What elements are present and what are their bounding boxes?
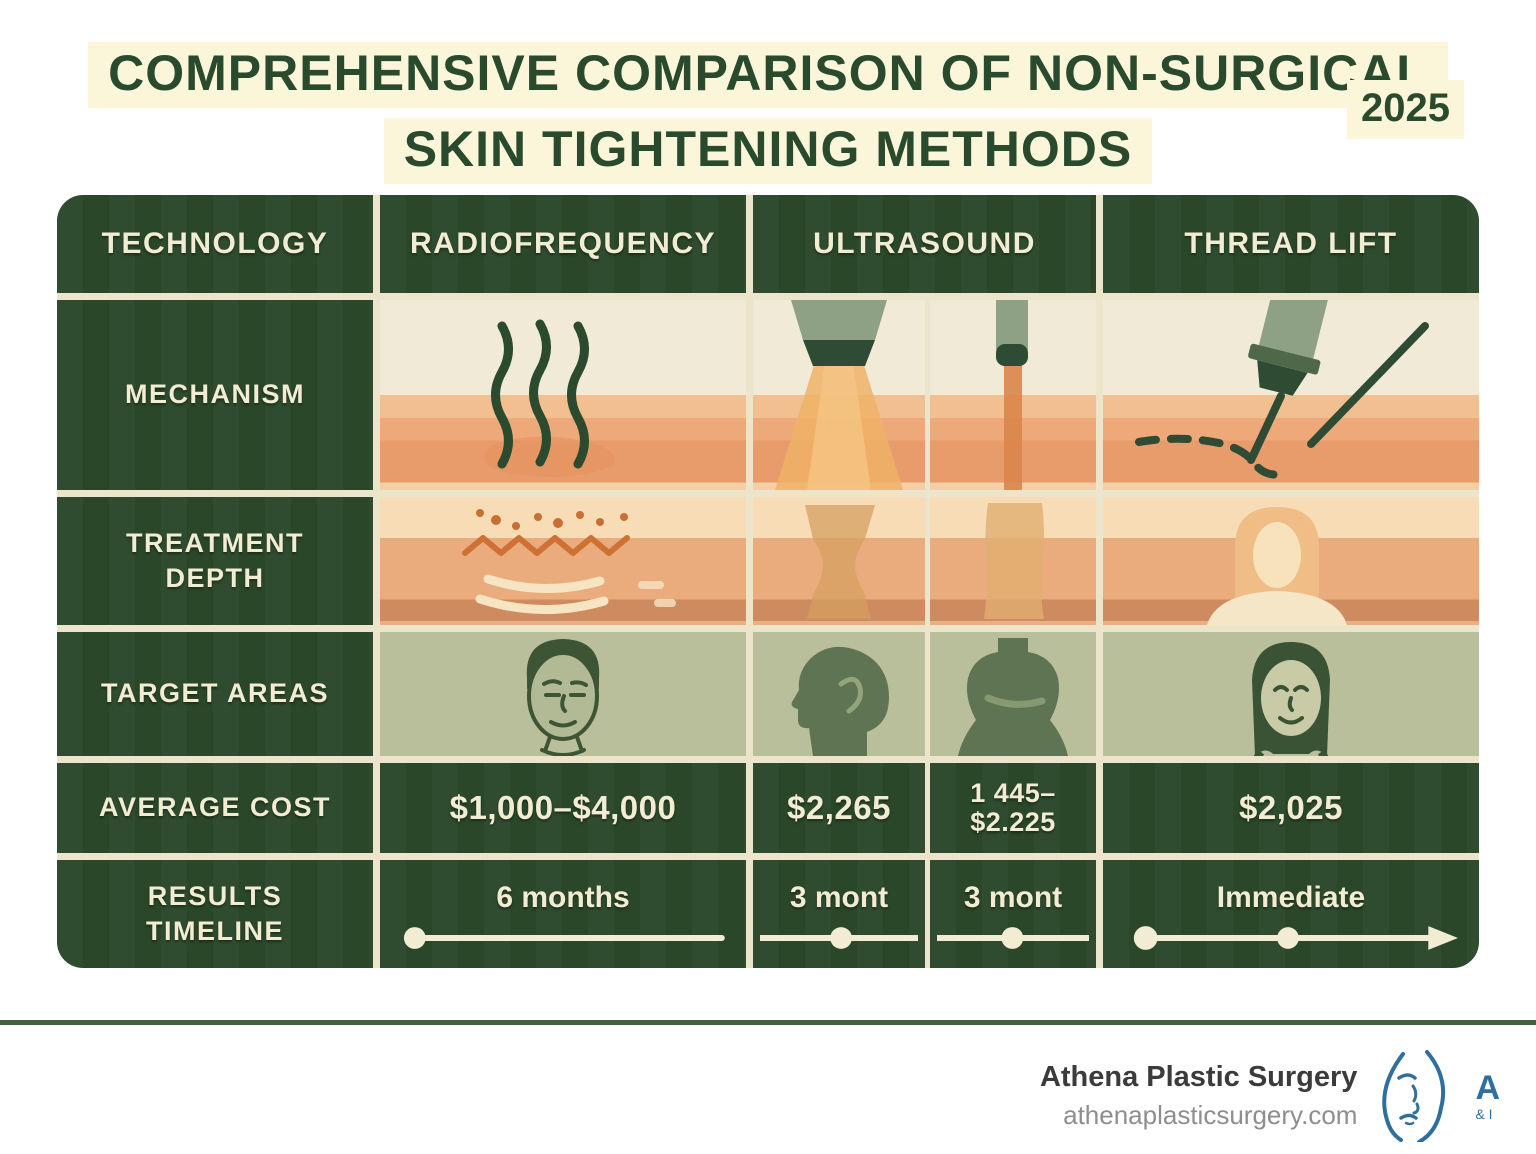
brand-website: athenaplasticsurgery.com	[1063, 1100, 1358, 1130]
target-thread-lift-cell	[1103, 632, 1479, 756]
cost-ultrasound-focused: $2,265	[753, 763, 925, 853]
header-technology: TECHNOLOGY	[57, 195, 373, 293]
cost-ultrasound-deep-line2: $2.225	[970, 807, 1056, 837]
target-ultrasound-body-cell	[930, 632, 1096, 756]
deep-depth-column-icon	[984, 503, 1044, 619]
row-label-results-timeline: RESULTS TIMELINE	[57, 860, 373, 968]
timeline-mid-dot-line-icon	[936, 927, 1090, 949]
header-ultrasound: ULTRASOUND	[753, 195, 1096, 293]
timeline-start-dot-line-icon	[403, 927, 725, 949]
page-title-line-2: SKIN TIGHTENING METHODS	[383, 118, 1153, 184]
torso-icon	[958, 638, 1068, 756]
timeline-arrow-line-icon	[1133, 926, 1459, 950]
row-label-treatment-depth: TREATMENT DEPTH	[57, 497, 373, 625]
title-year-badge: 2025	[1347, 80, 1464, 139]
row-label-target-areas: TARGET AREAS	[57, 632, 373, 756]
timeline-ultrasound-focused: 3 mont	[753, 860, 925, 968]
depth-ultrasound-focused-cell	[753, 497, 925, 625]
subdermal-figure-icon	[1207, 507, 1347, 625]
depth-radiofrequency-cell	[380, 497, 746, 625]
brand-name: Athena Plastic Surgery	[1039, 1061, 1358, 1093]
header-radiofrequency: RADIOFREQUENCY	[380, 195, 746, 293]
ultrasound-probe-beam-icon	[996, 300, 1028, 490]
mechanism-ultrasound-deep-cell	[930, 300, 1096, 490]
ultrasound-transducer-cone-icon	[775, 300, 903, 490]
row-label-average-cost: AVERAGE COST	[57, 763, 373, 853]
header-thread-lift: THREAD LIFT	[1103, 195, 1479, 293]
energy-waves-icon	[484, 319, 615, 477]
mechanism-ultrasound-focused-cell	[753, 300, 925, 490]
timeline-ultrasound-focused-label: 3 mont	[789, 881, 889, 914]
comparison-table: TECHNOLOGY RADIOFREQUENCY ULTRASOUND THR…	[57, 195, 1479, 968]
head-profile-icon	[791, 646, 889, 756]
focused-depth-column-icon	[805, 505, 875, 619]
timeline-thread-lift: Immediate	[1103, 860, 1479, 968]
cost-ultrasound-deep-line1: 1 445–	[970, 777, 1056, 808]
timeline-thread-lift-label: Immediate	[1216, 881, 1366, 914]
cost-radiofrequency: $1,000–$4,000	[380, 763, 746, 853]
page-title-line-1: COMPREHENSIVE COMPARISON OF NON-SURGICAL	[88, 42, 1448, 108]
depth-ultrasound-deep-cell	[930, 497, 1096, 625]
timeline-radiofrequency-label: 6 months	[496, 881, 630, 914]
cost-thread-lift: $2,025	[1103, 763, 1479, 853]
title-block: COMPREHENSIVE COMPARISON OF NON-SURGICAL…	[0, 42, 1536, 184]
timeline-ultrasound-deep: 3 mont	[930, 860, 1096, 968]
mechanism-thread-lift-cell	[1103, 300, 1479, 490]
cost-ultrasound-deep: 1 445– $2.225	[930, 763, 1096, 853]
depth-thread-lift-cell	[1103, 497, 1479, 625]
footer: Athena Plastic Surgery athenaplasticsurg…	[1040, 1050, 1500, 1142]
dermis-heating-ripples-icon	[462, 509, 676, 614]
mechanism-radiofrequency-cell	[380, 300, 746, 490]
footer-divider	[0, 1020, 1536, 1025]
timeline-ultrasound-deep-label: 3 mont	[963, 881, 1063, 914]
face-profile-line-art-icon	[1382, 1050, 1446, 1142]
timeline-mid-dot-line-icon	[759, 927, 919, 949]
face-front-icon	[526, 639, 600, 756]
face-smiling-icon	[1252, 642, 1330, 756]
logo-letter-sub: & I	[1475, 1106, 1493, 1122]
target-ultrasound-head-cell	[753, 632, 925, 756]
row-label-mechanism: MECHANISM	[57, 300, 373, 490]
timeline-radiofrequency: 6 months	[380, 860, 746, 968]
logo-letters: A & I	[1475, 1071, 1500, 1121]
logo-letter-a: A	[1475, 1069, 1500, 1107]
thread-needle-insertion-icon	[1135, 300, 1429, 479]
target-radiofrequency-cell	[380, 632, 746, 756]
